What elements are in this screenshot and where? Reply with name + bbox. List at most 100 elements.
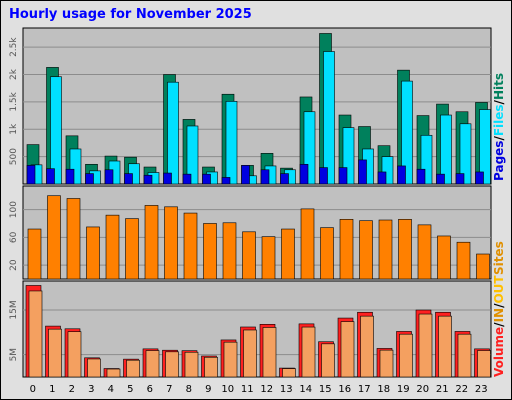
pages-bar: [260, 169, 270, 185]
pages-bar: [163, 172, 172, 185]
legend-sites: Sites: [492, 241, 506, 275]
volume-out-bar: [457, 333, 472, 378]
x-tick-label: 5: [127, 384, 133, 395]
x-tick-label: 17: [358, 384, 371, 395]
sites-bar: [144, 205, 159, 280]
pages-bar: [397, 165, 406, 185]
sites-bar: [242, 231, 256, 280]
sites-bar: [27, 228, 42, 280]
files-bar: [186, 125, 199, 185]
pages-bar: [338, 167, 348, 185]
x-tick-label: 1: [49, 384, 55, 395]
plot-area: [22, 280, 492, 378]
volume-out-bar: [204, 356, 218, 378]
legend-item: IN: [492, 308, 506, 323]
legend-item: /: [492, 303, 506, 308]
volume-out-bar: [321, 343, 335, 378]
sites-bar: [86, 226, 100, 280]
sites-bar: [398, 219, 412, 280]
x-tick-label: 12: [260, 384, 273, 395]
chart-title: Hourly usage for November 2025: [9, 7, 252, 22]
legend-volume: Volume/IN/OUT: [492, 275, 506, 377]
y-tick-label: 20: [9, 259, 19, 271]
files-bar: [420, 134, 433, 185]
volume-out-bar: [399, 333, 413, 378]
x-tick-label: 20: [416, 384, 429, 395]
volume-out-bar: [243, 329, 257, 378]
sites-bar: [476, 253, 490, 280]
y-tick-label: 500: [9, 148, 19, 165]
x-tick-label: 21: [436, 384, 449, 395]
volume-out-bar: [477, 350, 491, 378]
volume-out-bar: [379, 349, 394, 378]
pages-bar: [26, 165, 36, 185]
x-tick-label: 11: [241, 384, 254, 395]
legend-item: Hits: [492, 73, 506, 100]
volume-out-bar: [165, 351, 179, 378]
volume-out-bar: [418, 313, 433, 378]
sites-bar: [105, 214, 120, 280]
sites-bar: [339, 219, 354, 280]
x-tick-label: 6: [147, 384, 153, 395]
sites-bar: [261, 236, 276, 280]
x-tick-label: 18: [377, 384, 390, 395]
y-tick-label: 100: [9, 201, 19, 218]
files-bar: [401, 80, 413, 185]
pages-bar: [319, 167, 328, 185]
sites-bar: [203, 223, 217, 280]
pages-bar: [377, 171, 387, 185]
sites-bar: [437, 235, 451, 280]
x-tick-label: 4: [108, 384, 114, 395]
volume-out-bar: [106, 368, 121, 378]
x-tick-label: 9: [205, 384, 211, 395]
y-tick-label: 60: [9, 231, 19, 243]
pages-bar: [416, 168, 426, 185]
sites-bar: [300, 208, 315, 280]
pages-bar: [280, 173, 289, 185]
pages-bar: [358, 159, 367, 185]
y-tick-label: 1k: [9, 123, 19, 135]
legend-item: /: [492, 99, 506, 104]
sites-bar: [320, 227, 334, 280]
x-tick-label: 16: [338, 384, 351, 395]
legend-item: Volume: [492, 327, 506, 377]
volume-out-bar: [223, 341, 238, 378]
volume-out-bar: [87, 358, 101, 378]
x-tick-label: 19: [397, 384, 410, 395]
legend-item: /: [492, 322, 506, 327]
pages-bar: [182, 173, 192, 185]
files-bar: [342, 127, 355, 185]
files-bar: [167, 81, 179, 185]
pages-bar: [65, 168, 75, 185]
legend-item: Pages: [492, 141, 506, 181]
sites-bar: [378, 219, 393, 280]
volume-out-bar: [48, 328, 62, 378]
pages-bar: [455, 173, 465, 185]
volume-out-bar: [28, 290, 43, 378]
sites-bar: [164, 206, 178, 280]
y-tick-label: 15M: [9, 300, 19, 319]
x-tick-label: 15: [319, 384, 332, 395]
sites-bar: [281, 228, 295, 280]
pages-bar: [475, 171, 484, 185]
files-bar: [381, 156, 394, 185]
pages-bar: [202, 173, 211, 185]
y-tick-label: 1.5k: [9, 91, 19, 111]
x-tick-label: 0: [30, 384, 36, 395]
files-bar: [225, 101, 238, 185]
volume-out-bar: [262, 327, 277, 378]
plot-area: [22, 185, 492, 280]
files-bar: [479, 109, 491, 185]
pages-bar: [241, 165, 250, 185]
volume-out-bar: [360, 315, 374, 378]
files-bar: [440, 114, 452, 185]
volume-out-bar: [301, 326, 316, 378]
files-bar: [303, 111, 316, 185]
pages-bar: [124, 173, 133, 185]
x-tick-label: 10: [221, 384, 234, 395]
pages-bar: [85, 173, 94, 185]
x-tick-label: 22: [455, 384, 468, 395]
pages-bar: [221, 177, 231, 185]
volume-out-bar: [145, 350, 160, 378]
